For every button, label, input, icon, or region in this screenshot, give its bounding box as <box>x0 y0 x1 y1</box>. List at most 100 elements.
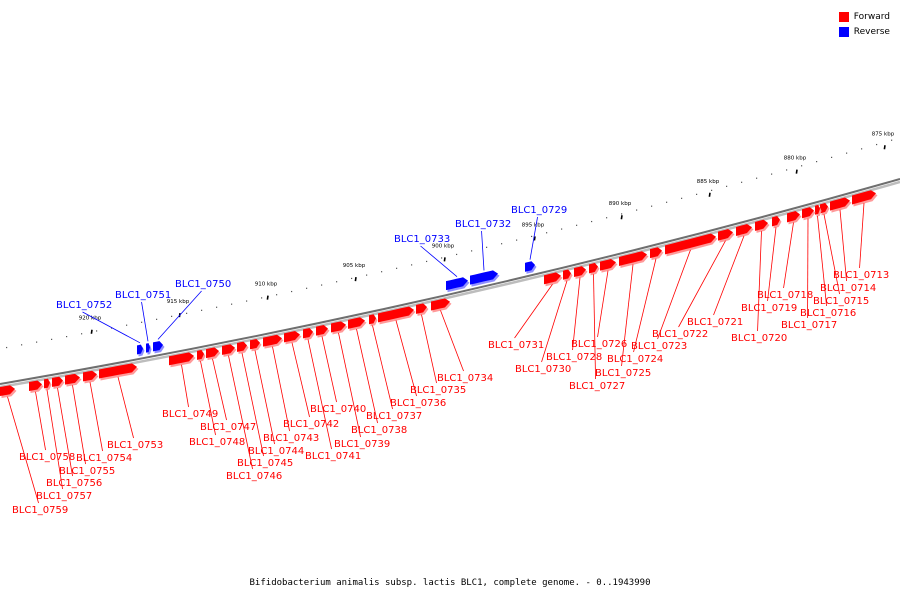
scale-dot <box>471 250 473 252</box>
gene-body <box>237 341 247 352</box>
gene-label: BLC1_0721 <box>687 317 743 328</box>
scale-tick <box>90 329 93 334</box>
gene-body <box>563 269 571 280</box>
gene-blc1_0740-arrow <box>316 324 330 338</box>
gene-leader-line <box>241 352 264 457</box>
scale-dot <box>321 284 323 286</box>
gene-label: BLC1_0732 <box>455 219 511 230</box>
scale-dot <box>231 303 233 305</box>
gene-blc1_0728-arrow <box>574 266 588 280</box>
gene-body <box>369 314 376 325</box>
gene-label: BLC1_0757 <box>36 491 92 502</box>
scale-dot <box>306 287 308 289</box>
gene-blc1_0753-arrow <box>99 363 139 381</box>
scale-dot <box>486 246 488 248</box>
gene-leader-line <box>72 385 86 465</box>
gene-body <box>263 334 282 347</box>
scale-dot <box>711 189 713 191</box>
gene-blc1_0744-arrow <box>250 338 262 352</box>
gene-label: BLC1_0714 <box>820 283 876 294</box>
gene-leader-line <box>633 258 657 353</box>
gene-leader-line <box>356 328 378 424</box>
gene-blc1_0739-arrow <box>331 321 348 335</box>
gene-body <box>378 306 414 323</box>
gene-label: BLC1_0719 <box>741 303 797 314</box>
gene-leader-line <box>141 301 149 342</box>
gene-label: BLC1_0741 <box>305 451 361 462</box>
scale-dot <box>246 300 248 302</box>
scale-dot <box>156 318 158 320</box>
genome-backbone <box>0 178 900 385</box>
gene-leader-line <box>212 358 227 421</box>
gene-label: BLC1_0748 <box>189 437 245 448</box>
gene-leader-line <box>767 227 777 302</box>
legend-reverse-label: Reverse <box>853 26 890 37</box>
gene-body <box>600 258 616 271</box>
scale-dot <box>801 165 803 167</box>
gene-label: BLC1_0731 <box>488 340 544 351</box>
legend-reverse: Reverse <box>838 24 890 39</box>
scale-tick <box>354 276 357 282</box>
scale-dot <box>621 213 623 215</box>
gene-leader-line <box>181 364 189 408</box>
gene-blc1_0720-arrow <box>755 219 770 233</box>
gene-body <box>348 317 365 329</box>
gene-body <box>589 262 598 274</box>
scale-dot <box>756 177 758 179</box>
gene-blc1_0759-arrow <box>0 385 17 398</box>
gene-leader-line <box>678 240 726 328</box>
gene-leader-line <box>7 396 39 504</box>
scale-dot <box>441 257 443 259</box>
gene-leader-line <box>200 361 216 436</box>
gene-label: BLC1_0739 <box>334 439 390 450</box>
gene-blc1_0731-arrow <box>544 272 563 287</box>
gene-blc1_0730-arrow <box>563 269 573 282</box>
gene-label: BLC1_0759 <box>12 505 68 516</box>
scale-dot <box>726 185 728 187</box>
gene-label: BLC1_0728 <box>546 352 602 363</box>
scale-dot <box>66 335 68 338</box>
gene-blc1_0757-arrow <box>44 378 52 391</box>
scale-dot <box>891 139 893 141</box>
gene-leader-line <box>272 346 290 432</box>
gene-leader-line <box>291 342 310 418</box>
scale-dot <box>21 344 23 346</box>
gene-leader-line <box>541 280 568 363</box>
gene-leader-line <box>254 350 275 445</box>
gene-label: BLC1_0736 <box>390 398 446 409</box>
gene-body <box>815 204 820 215</box>
scale-dot <box>111 327 113 329</box>
gene-label: BLC1_0753 <box>107 440 163 451</box>
gene-body <box>316 324 328 336</box>
scale-dot <box>696 193 698 195</box>
scale-dot <box>381 271 383 273</box>
scale-tick-label: 880 kbp <box>784 156 807 162</box>
scale-dot <box>846 152 848 154</box>
gene-blc1_0745-arrow <box>237 341 249 354</box>
gene-leader-line <box>514 284 553 339</box>
gene-label: BLC1_0734 <box>437 373 493 384</box>
gene-body <box>146 343 150 353</box>
scale-tick <box>443 257 446 262</box>
gene-leader-line <box>529 216 538 260</box>
gene-blc1_0719-arrow <box>772 215 782 229</box>
gene-leader-line <box>372 325 393 410</box>
gene-body <box>83 370 97 382</box>
gene-body <box>787 211 800 223</box>
gene-leader-line <box>117 376 134 439</box>
gene-blc1_0722-arrow <box>718 229 735 243</box>
gene-body <box>206 347 219 359</box>
gene-blc1_0734-arrow <box>431 298 452 313</box>
gene-body <box>416 303 427 314</box>
gene-label: BLC1_0751 <box>115 290 171 301</box>
gene-blc1_0714-arrow <box>830 197 852 213</box>
gene-body <box>99 363 137 379</box>
gene-body <box>197 349 204 360</box>
scale-dot <box>666 201 668 203</box>
gene-label: BLC1_0726 <box>571 339 627 350</box>
gene-blc1_0715-arrow <box>820 202 830 216</box>
gene-body <box>331 321 346 333</box>
scale-tick-label: 910 kbp <box>255 282 278 288</box>
gene-labels: BLC1_0713BLC1_0714BLC1_0715BLC1_0716BLC1… <box>12 205 889 516</box>
gene-leader-line <box>35 391 46 451</box>
